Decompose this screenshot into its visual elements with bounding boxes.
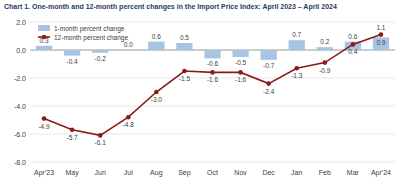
bar (176, 43, 192, 50)
line-label: -5.7 (67, 134, 79, 141)
x-tick-label: Sep (178, 169, 191, 177)
marker (98, 133, 103, 138)
x-tick-label: Apr'23 (34, 169, 54, 177)
legend-swatch (42, 35, 46, 39)
line-label: -1.5 (179, 75, 191, 82)
y-tick-label: 0.0 (16, 47, 26, 54)
bar-label: 0.9 (376, 39, 385, 46)
marker (238, 70, 243, 75)
marker (42, 116, 47, 121)
legend: 1-month percent change12-month percent c… (38, 25, 128, 42)
x-tick-label: Feb (319, 169, 331, 176)
x-tick-label: Jun (95, 169, 106, 176)
legend-label: 1-month percent change (54, 25, 125, 33)
x-tick-label: Mar (347, 169, 360, 176)
bar (289, 40, 305, 50)
line-label: -1.3 (291, 72, 303, 79)
line-label: -1.6 (207, 76, 219, 83)
bar-label: -0.5 (235, 59, 247, 66)
bar (261, 50, 277, 60)
bar-label: 0.6 (348, 33, 357, 40)
line-label: -3.0 (151, 96, 163, 103)
marker (154, 90, 159, 95)
marker (379, 32, 384, 37)
bar (232, 50, 248, 57)
legend-swatch (38, 25, 50, 31)
x-tick-label: Oct (207, 169, 218, 176)
bar (92, 50, 108, 53)
marker (351, 42, 356, 47)
x-tick-label: Apr'24 (371, 169, 391, 177)
x-tick-label: Jan (291, 169, 302, 176)
marker (126, 115, 131, 120)
bar-label: 0.6 (152, 33, 161, 40)
line-label: -4.9 (38, 123, 50, 130)
marker (323, 60, 328, 65)
x-tick-label: Dec (262, 169, 275, 176)
grid-line (30, 162, 395, 163)
x-tick-label: Jul (124, 169, 133, 176)
data-labels: 0.3-4.9-0.4-5.7-0.2-6.10.0-4.80.6-3.00.5… (38, 24, 385, 147)
x-tick-label: May (65, 169, 79, 177)
line-label: 1.1 (376, 24, 385, 31)
bar-label: -0.7 (263, 62, 275, 69)
title: Chart 1. One-month and 12-month percent … (4, 3, 337, 11)
marker (294, 66, 299, 71)
bar (148, 42, 164, 50)
bar-label: 0.7 (292, 31, 301, 38)
bar-label: 0.5 (180, 34, 189, 41)
grid-line (30, 106, 395, 107)
legend-label: 12-month percent change (54, 34, 128, 42)
line-label: -0.9 (319, 67, 331, 74)
bar-label: 0.0 (124, 41, 133, 48)
grid-line (30, 134, 395, 135)
bar-label: -0.2 (95, 55, 107, 62)
y-tick-label: -8.0 (14, 159, 26, 166)
marker (182, 69, 187, 74)
line-label: -4.8 (123, 121, 135, 128)
x-tick-label: Aug (150, 169, 163, 177)
line-label: -2.4 (263, 88, 275, 95)
line-label: -1.6 (235, 76, 247, 83)
line-label: -6.1 (95, 139, 107, 146)
y-tick-label: -6.0 (14, 131, 26, 138)
bar (373, 37, 389, 50)
line-label: 0.4 (348, 48, 357, 55)
bar-label: -0.6 (207, 60, 219, 67)
bar-label: 0.2 (320, 38, 329, 45)
marker (210, 70, 215, 75)
grid-line (30, 22, 395, 23)
bar (317, 47, 333, 50)
chart: Chart 1. One-month and 12-month percent … (0, 0, 400, 188)
bar (36, 46, 52, 50)
y-tick-label: 2.0 (16, 19, 26, 26)
bar (64, 50, 80, 56)
marker (266, 81, 271, 86)
marks (36, 32, 389, 137)
bar-label: -0.4 (67, 58, 79, 65)
bar (120, 50, 136, 51)
line (44, 35, 381, 136)
x-tick-label: Nov (234, 169, 247, 176)
y-tick-label: -4.0 (14, 103, 26, 110)
marker (70, 128, 75, 133)
y-tick-label: -2.0 (14, 75, 26, 82)
bar (204, 50, 220, 58)
